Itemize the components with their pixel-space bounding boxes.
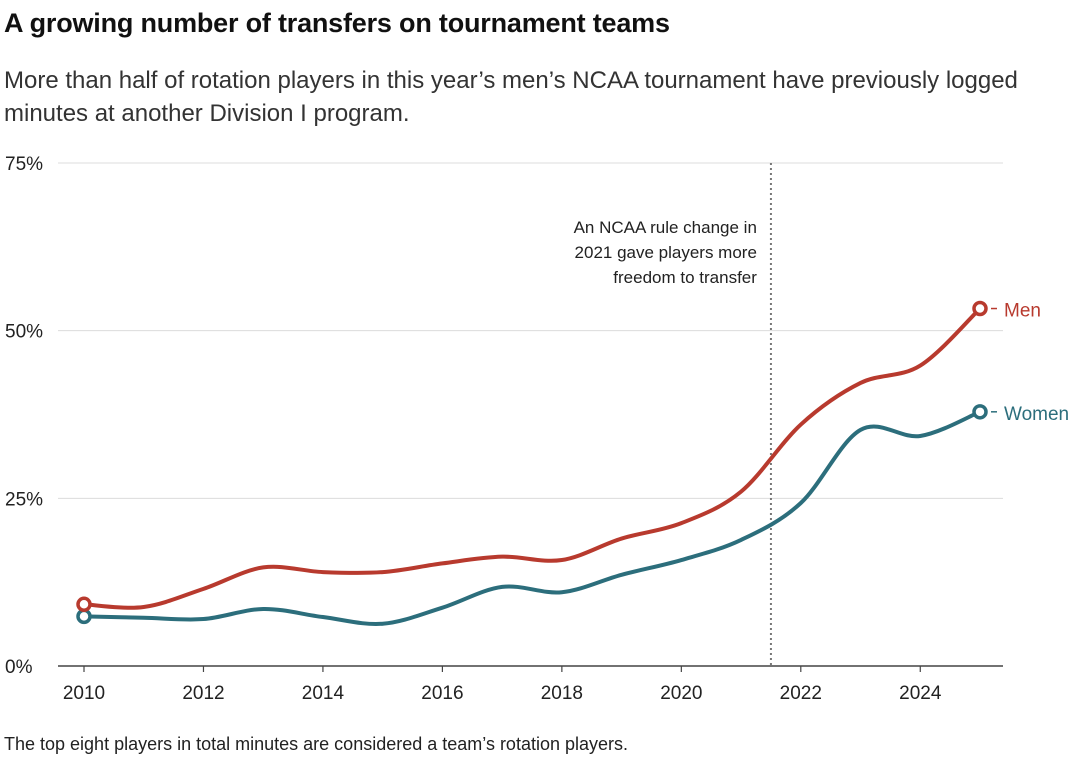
y-tick-label: 25%	[5, 489, 43, 510]
x-tick-label: 2014	[302, 683, 345, 704]
x-tick-label: 2020	[660, 683, 702, 704]
y-tick-label: 75%	[5, 154, 43, 175]
x-tick-label: 2018	[541, 683, 583, 704]
women-start-point	[76, 608, 92, 625]
line-chart: 0% 25% 50% 75% 2010 2012 2014 2016 2018 2020 2022 2…	[5, 154, 1069, 704]
y-tick-label: 50%	[5, 322, 43, 343]
x-tick-label: 2010	[63, 683, 105, 704]
annotation-text: An NCAA rule change in	[574, 218, 757, 237]
x-tick-label: 2022	[780, 683, 822, 704]
y-tick-label: 0%	[5, 657, 33, 678]
chart-subtitle: More than half of rotation players in th…	[4, 67, 1018, 127]
men-start-point	[76, 596, 92, 613]
x-tick-label: 2016	[421, 683, 463, 704]
annotation-text: 2021 gave players more	[575, 243, 757, 262]
women-end-point	[972, 404, 988, 420]
women-series-line	[82, 409, 982, 627]
chart-title: A growing number of transfers on tournam…	[4, 8, 670, 38]
women-series-label: Women	[1004, 404, 1069, 425]
x-tick-label: 2012	[182, 683, 224, 704]
men-series-label: Men	[1004, 301, 1041, 322]
x-tick-label: 2024	[899, 683, 942, 704]
annotation-text: freedom to transfer	[613, 268, 757, 287]
men-series-line	[82, 306, 982, 610]
men-end-point	[972, 300, 988, 317]
footnote: The top eight players in total minutes a…	[4, 734, 629, 754]
